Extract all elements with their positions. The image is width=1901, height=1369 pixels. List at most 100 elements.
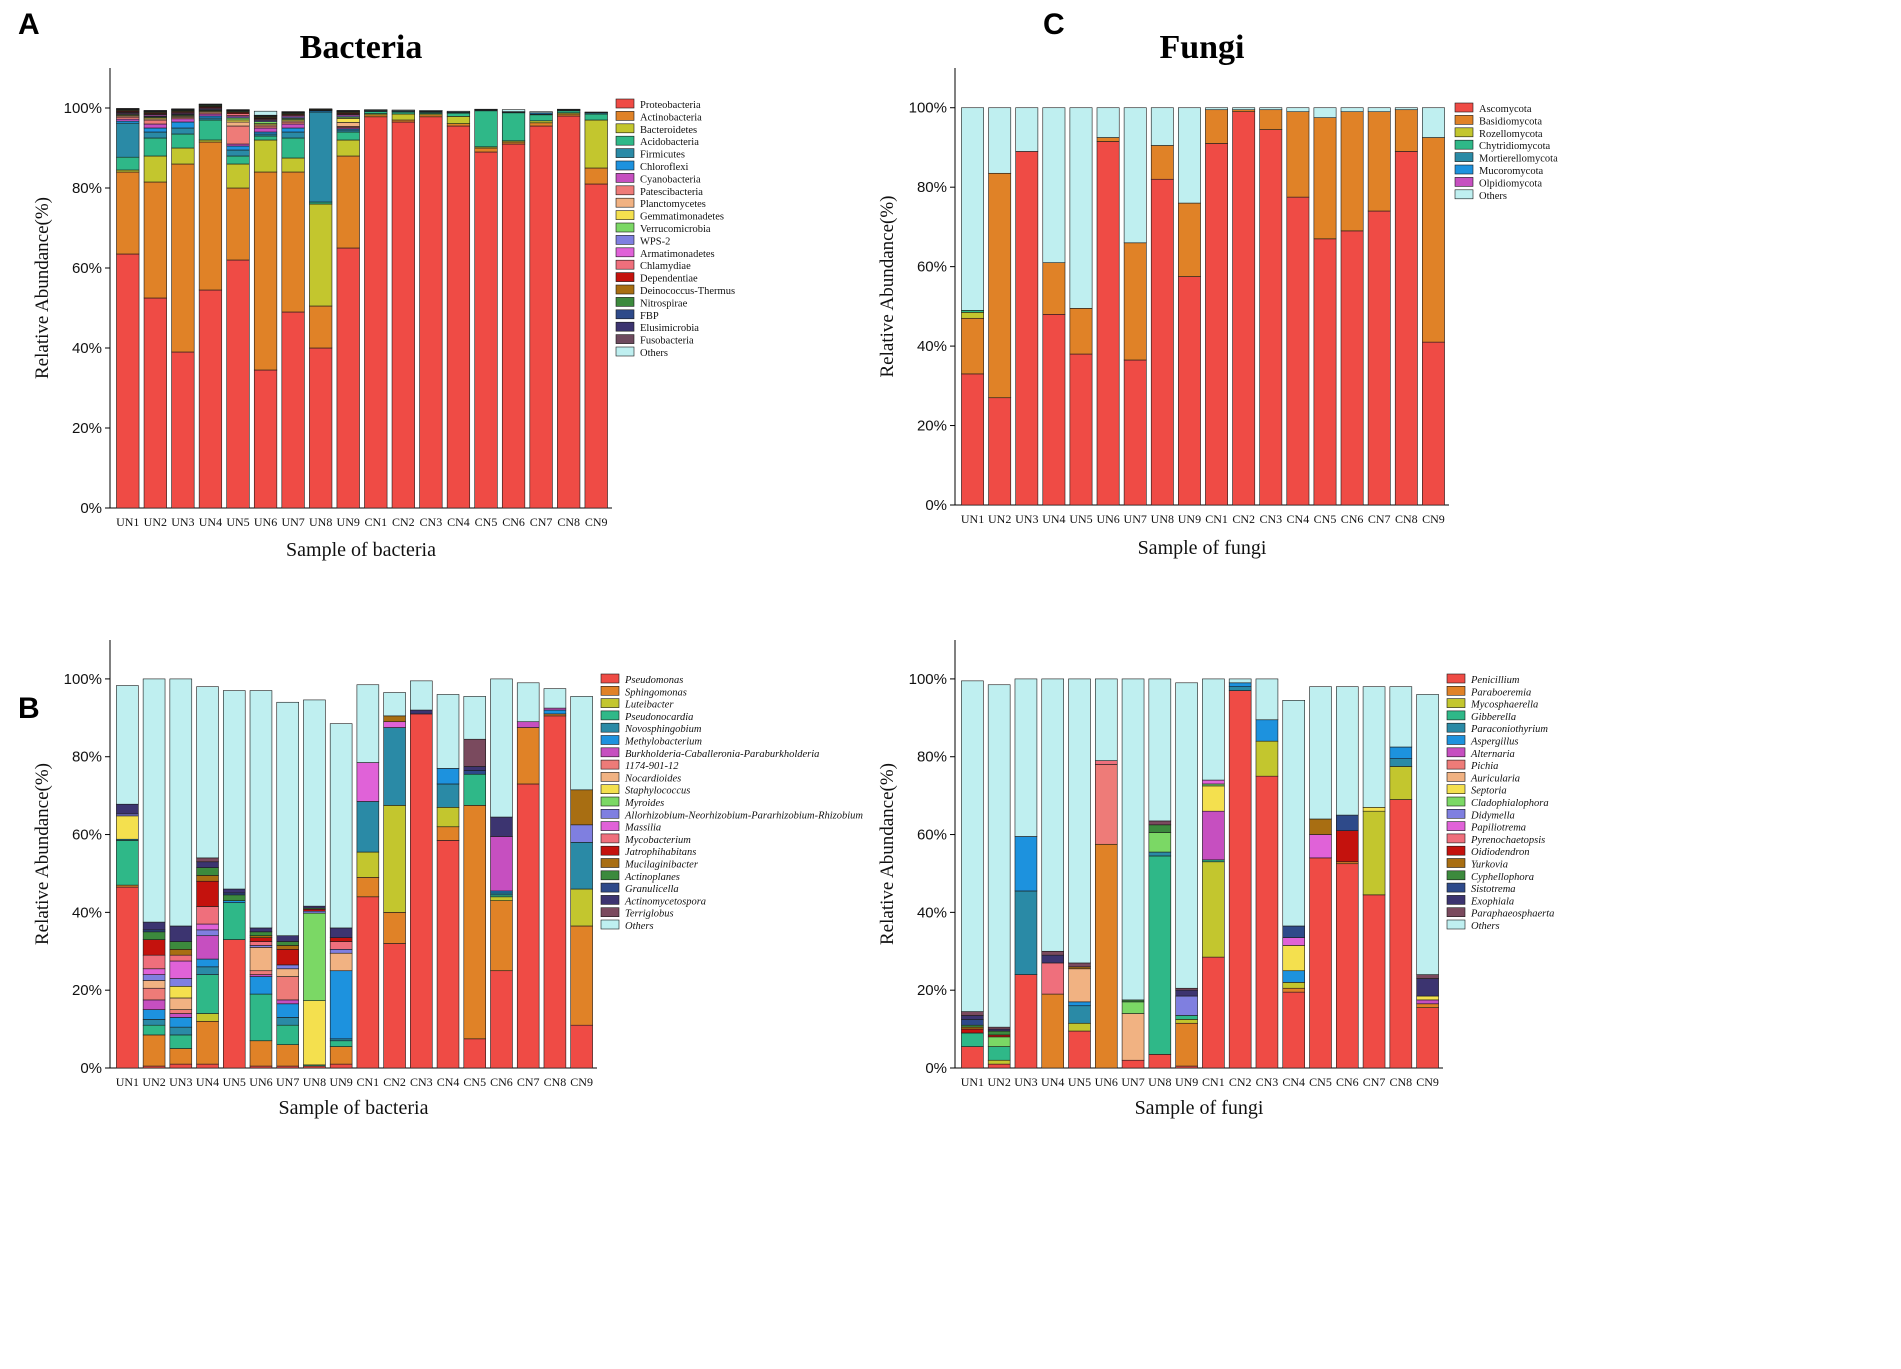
bar-segment-cn7-acidobacteria bbox=[529, 114, 553, 122]
bar-segment-cn1-ascomycota bbox=[1205, 143, 1228, 506]
bar-segment-cn4-others bbox=[1282, 700, 1306, 927]
bar-segment-un2-acidobacteria bbox=[143, 137, 167, 157]
bar-segment-cn3-pseudomonas bbox=[410, 713, 433, 1069]
legend-label-burkholderia-caballeronia-paraburkholderia: Burkholderia-Caballeronia-Paraburkholder… bbox=[625, 749, 819, 760]
bar-segment-un7-chloroflexi bbox=[281, 127, 305, 133]
bar-segment-cn3-ascomycota bbox=[1259, 129, 1283, 506]
legend-swatch bbox=[615, 309, 635, 320]
bar-segment-cn4-luteibacter bbox=[436, 807, 460, 828]
legend-label-pseudomonas: Pseudomonas bbox=[624, 675, 683, 686]
x-tick-label: UN3 bbox=[169, 1075, 192, 1089]
legend-label-methylobacterium: Methylobacterium bbox=[624, 737, 702, 748]
bar-segment-cn4-aspergillus bbox=[1282, 970, 1306, 983]
legend-label-aspergillus: Aspergillus bbox=[1470, 737, 1518, 748]
legend-swatch bbox=[1446, 845, 1466, 856]
legend-label-papiliotrema: Papiliotrema bbox=[1470, 823, 1526, 834]
bar-segment-cn1-others bbox=[364, 109, 388, 111]
bar-segment-cn8-acidobacteria bbox=[557, 110, 581, 114]
bar-segment-un5-aspergillus bbox=[1068, 1001, 1091, 1007]
legend-label-paraconiothyrium: Paraconiothyrium bbox=[1470, 724, 1548, 735]
bar-segment-cn6-actinomycetospora bbox=[490, 816, 513, 837]
legend-label-septoria: Septoria bbox=[1471, 786, 1507, 797]
bar-segment-un9-others bbox=[1178, 107, 1201, 204]
y-tick-label: 0% bbox=[80, 1060, 102, 1077]
bar-segment-cn6-sistotrema bbox=[1335, 814, 1359, 831]
x-tick-label: CN9 bbox=[585, 515, 608, 529]
x-tick-label: UN9 bbox=[329, 1075, 352, 1089]
bar-segment-un6-nocardioides bbox=[249, 947, 273, 972]
bar-segment-un9-gibberella bbox=[1175, 1015, 1198, 1020]
bar-segment-un8-acidobacteria bbox=[309, 201, 333, 205]
legend-swatch bbox=[600, 685, 620, 696]
bar-segment-cn2-proteobacteria bbox=[391, 121, 415, 509]
bar-segment-un2-chloroflexi bbox=[143, 127, 167, 133]
plot-area: 0%20%40%60%80%100%UN1 UN2 UN3 UN4 UN5 UN6 UN7 U… bbox=[909, 640, 1443, 1089]
bar-segment-cn2-others bbox=[383, 692, 406, 717]
legend-swatch bbox=[1454, 115, 1474, 125]
bar-segment-un2-gibberella bbox=[987, 1046, 1011, 1061]
x-tick-label: UN5 bbox=[1069, 512, 1092, 526]
bar-segment-cn6-sphingomonas bbox=[490, 900, 513, 972]
plot-area: 0%20%40%60%80%100%UN1 UN2 UN3 UN4 UN5 UN6 UN7 U… bbox=[64, 640, 597, 1089]
bar-segment-un1-others bbox=[116, 685, 139, 805]
bar-segment-un1-bacteroidetes bbox=[116, 169, 140, 173]
y-axis-label: Relative Abundance(%) bbox=[877, 195, 898, 377]
bar-segment-un6-pichia bbox=[1094, 764, 1118, 845]
legend-swatch bbox=[1446, 772, 1466, 782]
bar-segment-un3-paraconiothyrium bbox=[1014, 890, 1038, 975]
bar-segment-un4-terriglobus bbox=[196, 857, 219, 863]
bar-segment-un8-bacteroidetes bbox=[309, 203, 333, 307]
legend-label-myroides: Myroides bbox=[624, 798, 664, 809]
legend-label-chlamydiae: Chlamydiae bbox=[640, 261, 691, 272]
bar-segment-un3-others bbox=[1015, 107, 1039, 152]
x-tick-label: UN6 bbox=[1096, 512, 1119, 526]
legend-label-others: Others bbox=[1479, 191, 1507, 202]
bar-segment-un9-mycobacterium bbox=[329, 941, 353, 950]
bar-segment-un3-actinomycetospora bbox=[169, 925, 193, 942]
x-tick-label: UN3 bbox=[171, 515, 194, 529]
legend-label-others: Others bbox=[1471, 921, 1500, 932]
legend-label-didymella: Didymella bbox=[1470, 810, 1515, 821]
bar-segment-un2-sphingomonas bbox=[142, 1034, 166, 1067]
legend-swatch bbox=[615, 284, 635, 295]
bar-segment-un6-mycobacterium bbox=[249, 941, 273, 946]
bar-segment-un4-proteobacteria bbox=[198, 289, 223, 509]
bar-segment-un8-ascomycota bbox=[1150, 178, 1174, 506]
x-tick-label: UN2 bbox=[988, 512, 1011, 526]
bar-segment-un7-methylobacterium bbox=[276, 1003, 299, 1018]
bar-segment-un4-paraphaeosphaerta bbox=[1041, 950, 1065, 956]
bar-segment-cn2-aspergillus bbox=[1228, 682, 1252, 687]
y-tick-label: 100% bbox=[909, 100, 947, 117]
bar-segment-un5-penicillium bbox=[1068, 1030, 1091, 1069]
bar-segment-un6-proteobacteria bbox=[253, 369, 278, 509]
bar-segment-cn8-others bbox=[1389, 686, 1413, 748]
bar-segment-cn5-proteobacteria bbox=[474, 151, 498, 509]
legend-swatch bbox=[1446, 907, 1466, 917]
bar-segment-un4-exophiala bbox=[1041, 954, 1065, 964]
bar-segment-cn2-bacteroidetes bbox=[391, 113, 415, 121]
bar-segment-cn9-proteobacteria bbox=[584, 183, 608, 509]
bar-segment-un4-basidiomycota bbox=[1042, 262, 1066, 315]
bar-segment-un3-burkholderia-caballeronia-paraburkholderia bbox=[169, 1013, 193, 1018]
bar-segment-cn7-pseudomonas bbox=[516, 783, 540, 1069]
bar-segment-cn9-ascomycota bbox=[1422, 341, 1445, 506]
bar-segment-un7-burkholderia-caballeronia-paraburkholderia bbox=[276, 999, 299, 1005]
legend-swatch bbox=[615, 197, 635, 208]
bar-segment-cn9-luteibacter bbox=[570, 888, 593, 927]
bar-segment-un5-gemmatimonadetes bbox=[226, 119, 250, 123]
bar-segment-cn1-luteibacter bbox=[356, 851, 380, 878]
bar-segment-un6-patescibacteria bbox=[253, 125, 278, 129]
x-tick-label: UN7 bbox=[281, 515, 304, 529]
bar-segment-un1-pseudomonas bbox=[116, 886, 139, 1069]
x-tick-label: UN9 bbox=[1175, 1075, 1198, 1089]
bar-segment-cn7-others bbox=[529, 111, 553, 114]
x-tick-label: UN8 bbox=[309, 515, 332, 529]
x-tick-label: UN1 bbox=[961, 512, 984, 526]
bar-segment-cn4-penicillium bbox=[1282, 991, 1306, 1069]
legend-swatch bbox=[1454, 152, 1474, 162]
bar-segment-cn3-others bbox=[419, 110, 443, 112]
bar-segment-un3-chloroflexi bbox=[171, 121, 195, 129]
bar-segment-un5-firmicutes bbox=[226, 149, 250, 157]
x-tick-label: CN1 bbox=[357, 1075, 380, 1089]
bar-segment-un7-basidiomycota bbox=[1123, 242, 1147, 361]
